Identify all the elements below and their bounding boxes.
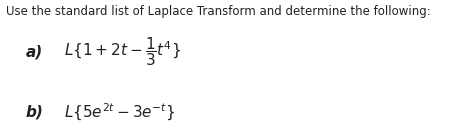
Text: $L\{1 + 2t - \dfrac{1}{3}t^4\}$: $L\{1 + 2t - \dfrac{1}{3}t^4\}$ — [64, 35, 180, 68]
Text: Use the standard list of Laplace Transform and determine the following:: Use the standard list of Laplace Transfo… — [6, 5, 430, 18]
Text: $L\{5e^{2t} - 3e^{-t}\}$: $L\{5e^{2t} - 3e^{-t}\}$ — [64, 102, 175, 123]
Text: a): a) — [26, 44, 43, 59]
Text: b): b) — [26, 105, 44, 120]
